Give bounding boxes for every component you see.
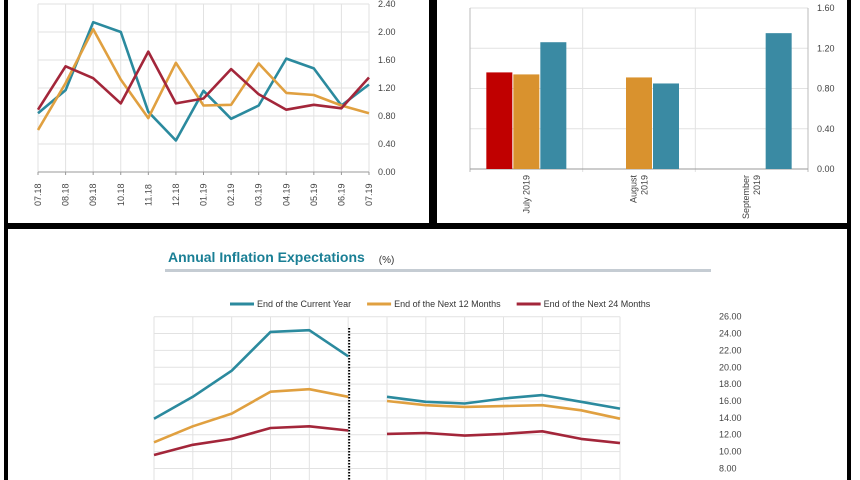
series-line-0 (153, 328, 621, 420)
x-tick-label: September (741, 175, 751, 219)
bar-2 (653, 83, 679, 169)
x-tick-label: 04.19 (281, 183, 291, 206)
x-tick-label: 10.18 (116, 183, 126, 206)
panel-frames (4, 0, 851, 480)
y-tick-label: 0.00 (817, 164, 835, 174)
panel-annual-inflation-expectations: Annual Inflation Expectations (%) 8.00 10… (153, 249, 742, 480)
x-tick-label: 01.19 (199, 183, 209, 206)
y-tick-label: 20.00 (719, 362, 742, 372)
x-tick-label: 08.18 (61, 183, 71, 206)
series-line-2 (153, 425, 621, 457)
x-tick-label: 2019 (752, 175, 762, 195)
y-tick-label: 2.00 (378, 27, 396, 37)
y-tick-label: 1.20 (378, 83, 396, 93)
y-tick-label: 22.00 (719, 345, 742, 355)
y-tick-label: 1.60 (378, 55, 396, 65)
bar-2 (540, 42, 567, 169)
legend-label-1: End of the Next 12 Months (394, 299, 501, 309)
y-tick-label: 26.00 (719, 312, 742, 322)
panel-monthly-inflation-line-chart: 0.00 0.40 0.80 1.20 1.60 2.00 2.40 07.18 08.18 09… (33, 0, 396, 206)
y-tick-label: 0.80 (378, 111, 396, 121)
title-underline (165, 269, 711, 272)
y-tick-label: 18.00 (719, 379, 742, 389)
y-tick-label: 2.40 (378, 0, 396, 9)
bar-1 (626, 77, 652, 169)
y-tick-label: 24.00 (719, 329, 742, 339)
chart-title: Annual Inflation Expectations (168, 249, 365, 265)
y-tick-label: 0.40 (378, 139, 396, 149)
frame-bottom (4, 225, 851, 480)
y-tick-label: 10.00 (719, 447, 742, 457)
x-tick-label: 02.19 (226, 183, 236, 206)
y-tick-label: 1.60 (817, 3, 835, 13)
series-line-1 (153, 387, 621, 444)
x-tick-label: 11.18 (143, 184, 153, 206)
bar-1 (513, 74, 540, 169)
y-tick-label: 0.40 (817, 124, 835, 134)
y-tick-label: 12.00 (719, 430, 742, 440)
y-tick-label: 1.20 (817, 43, 835, 53)
y-tick-label: 14.00 (719, 413, 742, 423)
x-tick-label: 03.19 (254, 183, 264, 206)
bar-0 (486, 72, 513, 169)
series-line-0 (37, 20, 370, 142)
x-tick-label: July 2019 (521, 175, 531, 214)
x-tick-label: 05.19 (309, 183, 319, 206)
bar-2 (765, 33, 792, 169)
y-tick-label: 0.80 (817, 84, 835, 94)
series-line-2 (36, 50, 370, 111)
y-tick-label: 0.00 (378, 167, 396, 177)
chart-unit: (%) (379, 255, 395, 266)
x-tick-label: 06.19 (336, 183, 346, 206)
y-tick-label: 8.00 (719, 463, 737, 473)
x-tick-label: 09.18 (88, 183, 98, 206)
y-tick-label: 16.00 (719, 396, 742, 406)
x-tick-label: 07.18 (33, 183, 43, 206)
x-tick-label: 2019 (640, 175, 650, 195)
legend-label-2: End of the Next 24 Months (544, 299, 651, 309)
series-line-1 (36, 27, 370, 131)
x-tick-label: 07.19 (364, 183, 374, 206)
x-tick-label: 12.18 (171, 183, 181, 206)
legend-label-0: End of the Current Year (257, 299, 351, 309)
x-tick-label: August (629, 175, 639, 204)
